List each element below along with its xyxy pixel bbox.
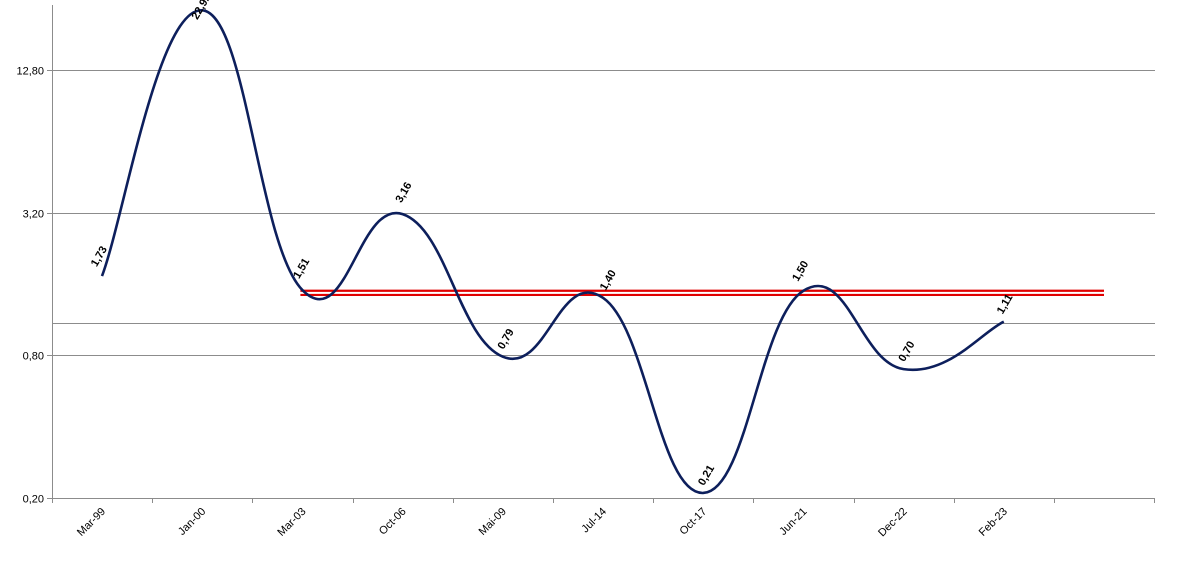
- data-label-2: 1,51: [291, 256, 312, 281]
- x-tick-label-2: Mar-03: [275, 506, 308, 539]
- x-tick-label-0: Mar-99: [75, 506, 108, 539]
- x-tick-label-8: Dec-22: [876, 506, 910, 540]
- y-axis-ticks: 0,20 0,80 3,20 12,80: [16, 66, 52, 506]
- series-path: [100, 8, 1005, 495]
- data-label-1: 22,92: [190, 0, 214, 22]
- data-labels: 1,7322,921,513,160,791,400,211,500,701,1…: [89, 0, 1016, 488]
- x-tick-label-3: Oct-06: [377, 506, 409, 538]
- x-tick-label-4: Mai-09: [477, 506, 509, 538]
- y-tick-label-2: 3,20: [23, 209, 44, 221]
- x-tick-label-6: Oct-17: [677, 506, 709, 538]
- data-label-6: 0,21: [696, 463, 717, 488]
- y-tick-label-1: 0,80: [23, 351, 44, 363]
- x-tick-label-9: Feb-23: [977, 506, 1010, 539]
- data-label-7: 1,50: [790, 259, 811, 284]
- data-label-8: 0,70: [896, 339, 917, 364]
- reference-lines: [300, 289, 1104, 297]
- data-label-3: 3,16: [393, 180, 414, 205]
- data-label-5: 1,40: [598, 268, 619, 293]
- data-label-4: 0,79: [496, 327, 517, 352]
- y-tick-label-0: 0,20: [23, 494, 44, 506]
- x-axis-ticks: Mar-99 Jan-00 Mar-03 Oct-06 Mai-09 Jul-14 Oct-…: [52, 498, 1155, 540]
- x-tick-label-1: Jan-00: [176, 506, 208, 538]
- axes: [52, 5, 1155, 499]
- series-line: [100, 8, 1005, 495]
- y-tick-label-3: 12,80: [16, 66, 44, 78]
- x-tick-label-5: Jul-14: [579, 506, 609, 536]
- x-tick-label-7: Jun-21: [777, 506, 809, 538]
